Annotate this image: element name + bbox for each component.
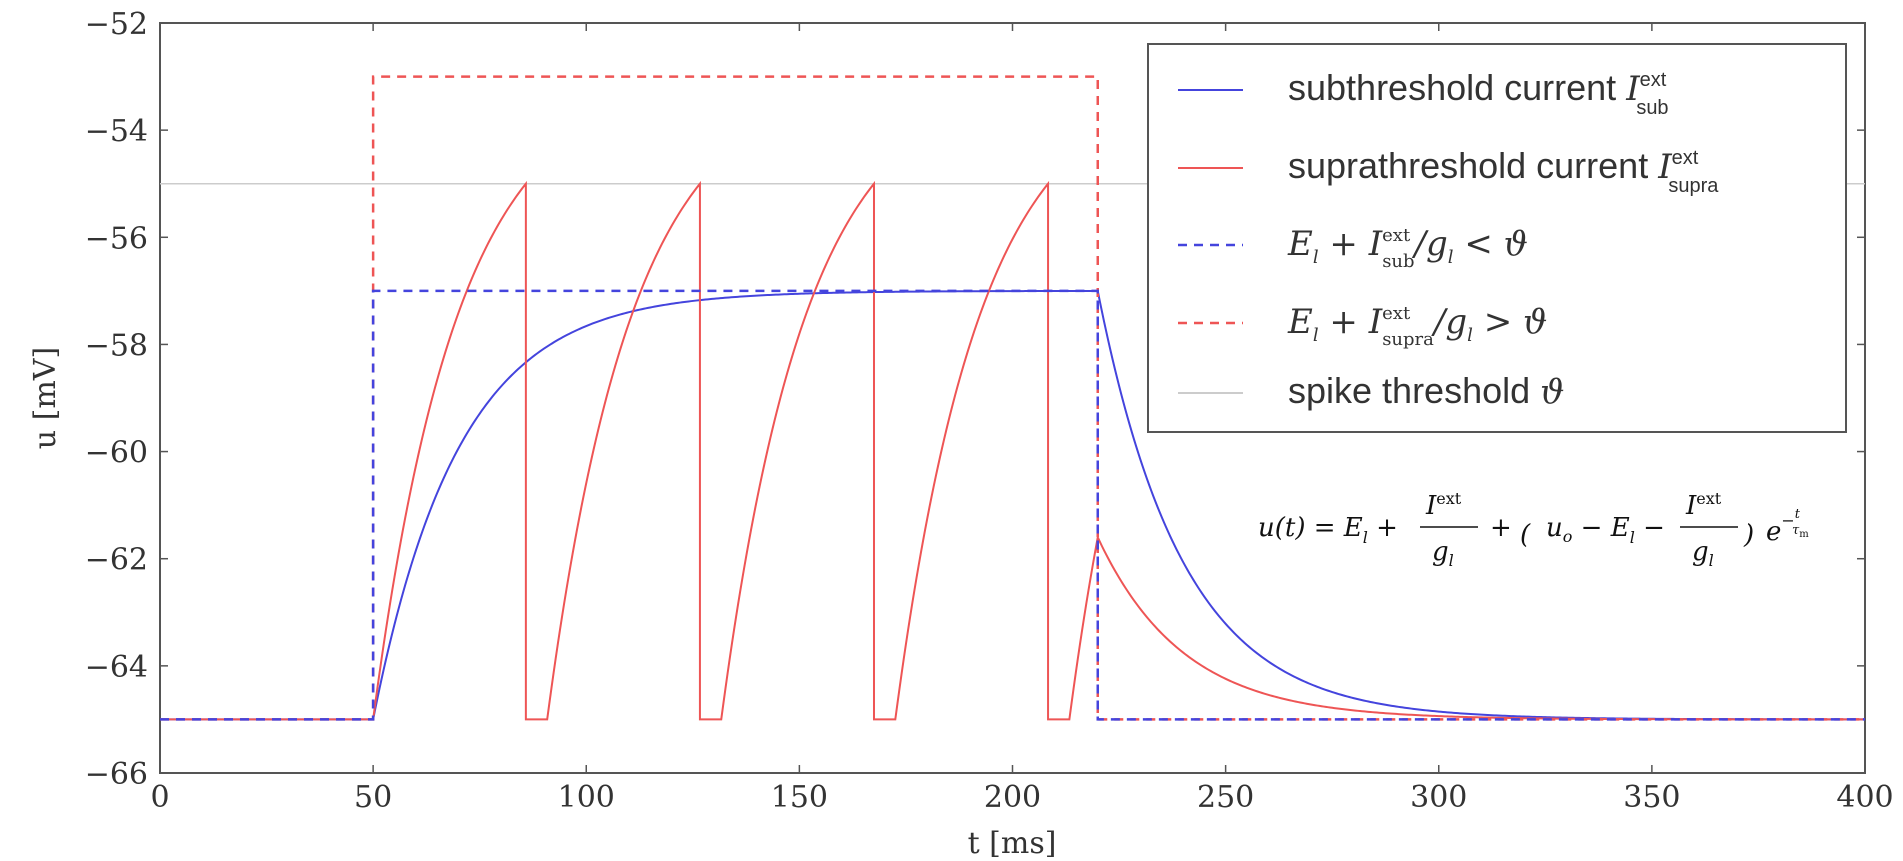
x-tick-label: 250	[1197, 780, 1254, 815]
svg-text:): )	[1743, 520, 1754, 550]
x-tick-label: 350	[1623, 780, 1680, 815]
y-tick-label: −62	[85, 543, 148, 578]
legend: subthreshold current Iext sub suprathresh…	[1147, 43, 1847, 433]
x-tick-label: 150	[771, 780, 828, 815]
svg-text:u(t) = El +: u(t) = El +	[1258, 513, 1398, 547]
x-tick-label: 200	[984, 780, 1041, 815]
svg-text:(: (	[1520, 520, 1531, 550]
x-axis-label: t [ms]	[968, 826, 1057, 861]
y-tick-label: −66	[85, 757, 148, 792]
y-tick-label: −54	[85, 114, 148, 149]
sub-asymptote-dashed	[160, 289, 1865, 721]
x-axis: 0 50 100 150 200 250 300 350 400	[150, 23, 1894, 815]
x-tick-label: 300	[1410, 780, 1467, 815]
legend-label-sub: subthreshold current Iext sub	[1288, 67, 1669, 119]
x-tick-label: 0	[150, 780, 169, 815]
x-tick-label: 400	[1836, 780, 1893, 815]
svg-text:gl: gl	[1692, 537, 1714, 570]
x-tick-label: 100	[558, 780, 615, 815]
y-tick-label: −56	[85, 221, 148, 256]
y-tick-label: −58	[85, 328, 148, 363]
y-tick-label: −60	[85, 436, 148, 471]
svg-text:gl: gl	[1432, 537, 1454, 570]
y-tick-label: −52	[85, 7, 148, 42]
legend-label-supra: suprathreshold current Iext supra	[1288, 145, 1719, 197]
y-axis: −66 −64 −62 −60 −58 −56 −54 −52	[85, 7, 1865, 792]
y-axis-label: u [mV]	[28, 347, 63, 449]
legend-label-threshold: spike threshold ϑ	[1288, 370, 1564, 412]
svg-text:+: +	[1490, 513, 1512, 543]
legend-label-supra-asymptote: El + Iext supra/gl > ϑ	[1287, 302, 1547, 350]
x-tick-label: 50	[354, 780, 392, 815]
y-tick-label: −64	[85, 650, 148, 685]
legend-box	[1147, 43, 1847, 433]
